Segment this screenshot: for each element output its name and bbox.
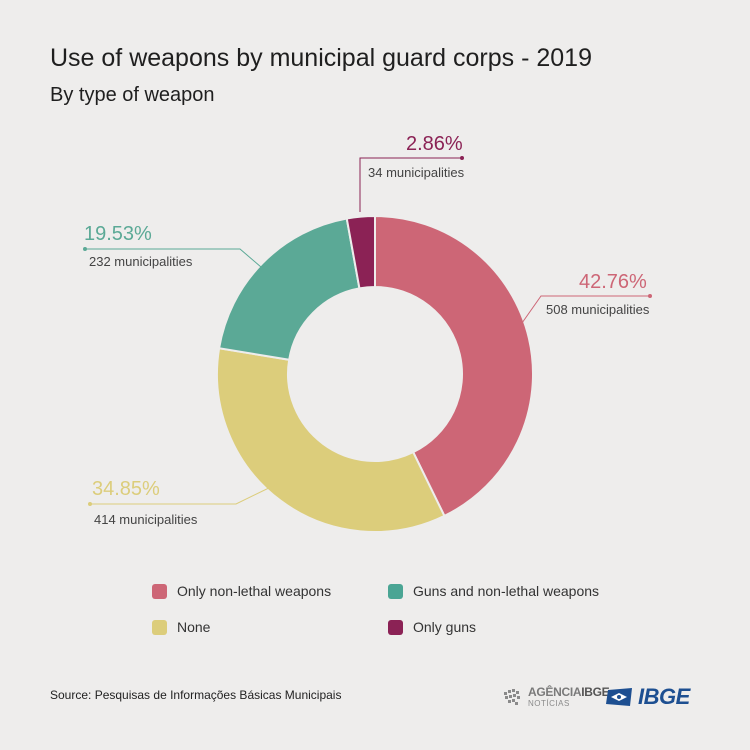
agencia-word: AGÊNCIA [528, 685, 582, 699]
legend-swatch [388, 619, 403, 635]
slice-only-non-lethal [374, 214, 534, 518]
data-label-percent-only-non-lethal: 42.76% [579, 271, 647, 293]
chart-title: Use of weapons by municipal guard corps … [50, 44, 592, 72]
legend-swatch [152, 619, 167, 635]
slice-only-guns [345, 214, 376, 290]
callout-dot-guns-and-non-lethal [83, 247, 87, 251]
legend-item-only-non-lethal: Only non-lethal weapons [152, 583, 331, 599]
callout-line-none [90, 483, 278, 505]
data-label-count-only-non-lethal: 508 municipalities [546, 302, 650, 317]
data-label-count-none: 414 municipalities [94, 512, 198, 527]
legend-item-only-guns: Only guns [388, 619, 476, 635]
callout-dot-only-guns [460, 156, 464, 160]
agencia-sub: NOTÍCIAS [528, 699, 570, 708]
callout-dot-none [88, 502, 92, 506]
callout-line-only-guns [359, 157, 462, 212]
legend-label: Only guns [413, 619, 477, 635]
ibge-logo-text: IBGE [638, 684, 690, 709]
callout-dot-only-non-lethal [648, 294, 652, 298]
legend-label: Only non-lethal weapons [177, 583, 332, 599]
callout-line-guns-and-non-lethal [85, 248, 262, 268]
legend-swatch [388, 583, 403, 599]
data-label-percent-guns-and-non-lethal: 19.53% [84, 223, 152, 245]
source-note: Source: Pesquisas de Informações Básicas… [50, 688, 342, 702]
agencia-logo-icon [504, 689, 520, 705]
data-label-count-only-guns: 34 municipalities [368, 165, 465, 180]
ibge-logo-icon [606, 688, 632, 706]
agencia-ibge-word: IBGE [581, 685, 610, 699]
legend-label: Guns and non-lethal weapons [413, 583, 600, 599]
chart-subtitle: By type of weapon [50, 84, 215, 106]
slice-none [216, 347, 446, 533]
data-label-percent-none: 34.85% [92, 478, 160, 500]
data-label-percent-only-guns: 2.86% [406, 133, 463, 155]
callout-line-only-non-lethal [521, 295, 650, 324]
slice-guns-and-non-lethal [217, 217, 361, 361]
data-label-count-guns-and-non-lethal: 232 municipalities [89, 254, 193, 269]
agencia-ibge-logo: AGÊNCIAIBGE NOTÍCIAS [502, 685, 610, 708]
legend-item-guns-and-non-lethal: Guns and non-lethal weapons [388, 583, 599, 599]
legend-swatch [152, 583, 167, 599]
ibge-logo: IBGE [606, 684, 690, 710]
legend-label: None [177, 619, 211, 635]
legend-item-none: None [152, 619, 210, 635]
